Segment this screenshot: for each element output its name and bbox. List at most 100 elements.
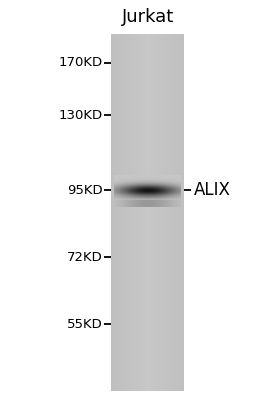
Bar <box>138 185 139 186</box>
Bar <box>117 196 118 197</box>
Bar <box>174 179 175 180</box>
Bar <box>165 177 166 178</box>
Bar <box>117 199 118 200</box>
Bar <box>171 183 172 184</box>
Bar <box>135 34 136 391</box>
Bar <box>160 181 161 182</box>
Bar <box>179 200 180 207</box>
Bar <box>163 186 164 187</box>
Bar <box>163 184 164 185</box>
Bar <box>169 190 170 191</box>
Bar <box>133 204 134 205</box>
Bar <box>154 180 155 181</box>
Bar <box>150 195 151 196</box>
Bar <box>114 205 115 206</box>
Bar <box>180 176 181 177</box>
Bar <box>140 183 141 184</box>
Bar <box>176 202 177 203</box>
Bar <box>127 196 128 197</box>
Bar <box>144 204 145 205</box>
Bar <box>168 194 169 195</box>
Bar <box>131 181 132 182</box>
Bar <box>114 203 115 204</box>
Bar <box>129 185 130 186</box>
Bar <box>154 198 155 199</box>
Bar <box>173 197 174 198</box>
Bar <box>114 196 115 197</box>
Bar <box>121 201 122 202</box>
Bar <box>158 182 159 183</box>
Bar <box>149 182 150 183</box>
Bar <box>151 186 152 187</box>
Bar <box>157 184 158 185</box>
Bar <box>135 195 136 196</box>
Bar <box>171 176 172 177</box>
Bar <box>122 176 123 177</box>
Bar <box>175 184 176 185</box>
Bar <box>132 175 133 176</box>
Bar <box>168 202 169 203</box>
Bar <box>137 183 138 184</box>
Bar <box>120 197 121 198</box>
Bar <box>178 176 179 177</box>
Bar <box>181 175 182 176</box>
Bar <box>170 194 171 195</box>
Bar <box>173 195 174 196</box>
Bar <box>170 184 171 185</box>
Bar <box>178 175 179 176</box>
Bar <box>134 181 135 182</box>
Bar <box>143 183 144 184</box>
Bar <box>147 199 148 200</box>
Bar <box>174 195 175 196</box>
Bar <box>142 34 143 391</box>
Bar <box>160 203 161 204</box>
Bar <box>133 203 134 204</box>
Bar <box>119 177 120 178</box>
Bar <box>160 185 161 186</box>
Bar <box>118 183 119 184</box>
Bar <box>130 202 131 203</box>
Bar <box>166 199 167 200</box>
Bar <box>168 203 169 204</box>
Bar <box>155 183 156 184</box>
Bar <box>139 202 140 203</box>
Bar <box>157 180 158 181</box>
Bar <box>150 200 151 207</box>
Bar <box>154 197 155 198</box>
Bar <box>173 205 174 206</box>
Bar <box>117 34 118 391</box>
Bar <box>162 205 163 206</box>
Bar <box>115 189 116 190</box>
Bar <box>142 205 143 206</box>
Bar <box>119 200 120 201</box>
Bar <box>125 178 126 179</box>
Bar <box>155 189 156 190</box>
Bar <box>171 201 172 202</box>
Bar <box>119 199 120 200</box>
Bar <box>147 205 148 206</box>
Bar <box>170 180 171 181</box>
Bar <box>172 181 173 182</box>
Bar <box>172 186 173 187</box>
Bar <box>177 178 178 179</box>
Bar <box>153 183 154 184</box>
Bar <box>159 192 160 193</box>
Bar <box>143 34 144 391</box>
Bar <box>120 200 121 201</box>
Bar <box>148 200 149 201</box>
Bar <box>150 202 151 203</box>
Bar <box>181 181 182 182</box>
Bar <box>145 183 146 184</box>
Bar <box>149 200 150 201</box>
Text: 72KD: 72KD <box>67 251 102 264</box>
Bar <box>136 195 137 196</box>
Bar <box>179 189 180 190</box>
Bar <box>164 196 165 197</box>
Bar <box>134 201 135 202</box>
Bar <box>143 204 144 205</box>
Bar <box>122 178 123 179</box>
Bar <box>129 182 130 183</box>
Bar <box>142 176 143 177</box>
Bar <box>164 198 165 199</box>
Bar <box>164 200 165 201</box>
